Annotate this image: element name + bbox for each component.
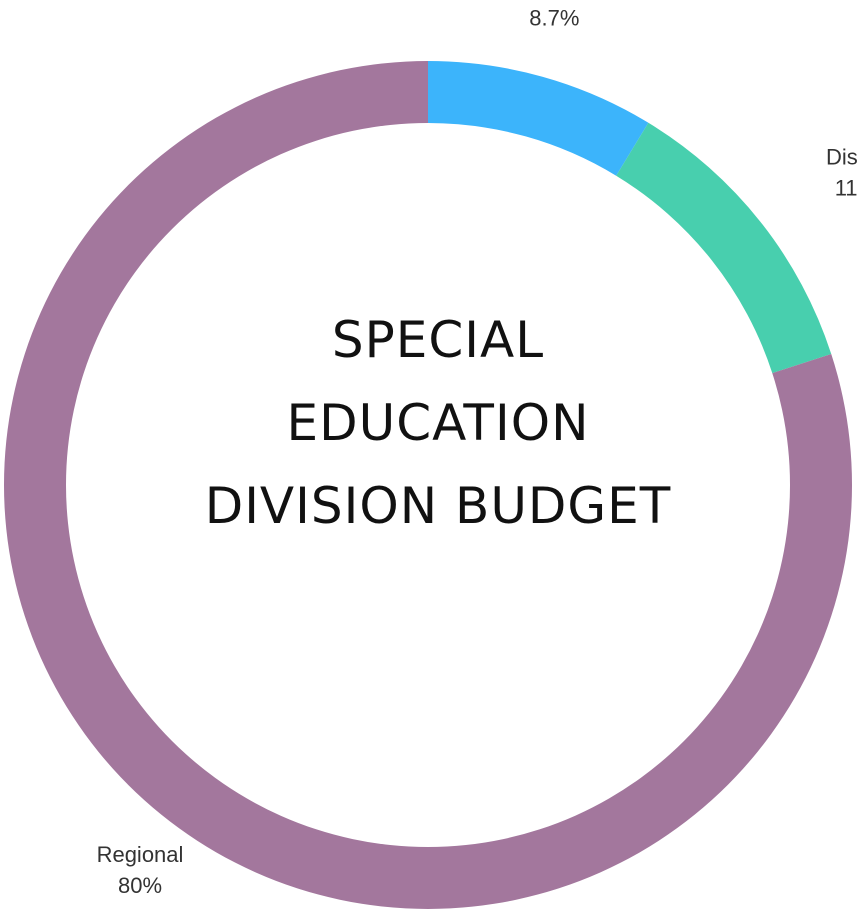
slice-label-value-districts: 11.3% <box>835 176 858 201</box>
slice-label-name-regional: Regional <box>97 842 184 867</box>
donut-slices <box>3 61 852 909</box>
center-title-line-1: SPECIAL <box>332 311 544 369</box>
slice-label-value-infant: 8.7% <box>529 5 579 30</box>
center-title-line-3: DIVISION BUDGET <box>205 477 672 535</box>
center-title-line-2: EDUCATION <box>287 394 590 452</box>
slice-label-name-districts: Districts <box>826 145 858 170</box>
center-title: SPECIAL EDUCATION DIVISION BUDGET <box>205 311 672 535</box>
slice-districts <box>616 122 832 374</box>
slice-infant <box>428 61 649 176</box>
slice-label-value-regional: 80% <box>118 873 162 898</box>
